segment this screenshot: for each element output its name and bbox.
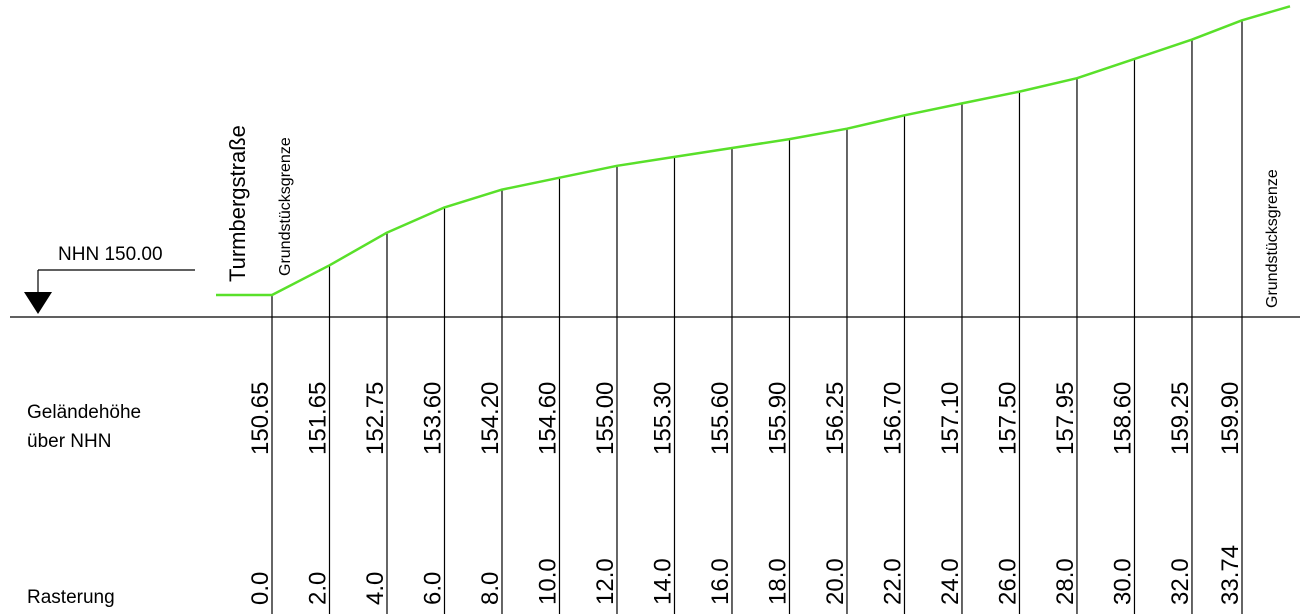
height-label: 158.60 (1109, 382, 1136, 455)
station-label: 12.0 (592, 558, 619, 605)
height-label: 154.20 (477, 382, 504, 455)
station-label: 8.0 (477, 572, 504, 605)
station-label: 0.0 (247, 572, 274, 605)
height-label: 155.30 (649, 382, 676, 455)
station-label: 4.0 (362, 572, 389, 605)
station-label: 16.0 (707, 558, 734, 605)
reference-label: NHN 150.00 (58, 244, 163, 265)
station-label: 10.0 (534, 558, 561, 605)
station-label: 18.0 (764, 558, 791, 605)
station-label: 26.0 (994, 558, 1021, 605)
station-label: 30.0 (1109, 558, 1136, 605)
height-label: 151.65 (304, 382, 331, 455)
street-label: Turmbergstraße (225, 125, 250, 282)
station-label: 24.0 (937, 558, 964, 605)
height-label: 155.00 (592, 382, 619, 455)
station-label: 28.0 (1052, 558, 1079, 605)
grid-row-label: Rasterung (27, 587, 115, 608)
height-label: 155.90 (764, 382, 791, 455)
height-row-label-line1: Geländehöhe (27, 402, 141, 423)
height-label: 159.90 (1217, 382, 1244, 455)
station-label: 22.0 (879, 558, 906, 605)
station-label: 2.0 (304, 572, 331, 605)
height-label: 156.70 (879, 382, 906, 455)
height-row-label-line2: über NHN (27, 431, 111, 452)
boundary-left-label: Grundstücksgrenze (277, 137, 294, 276)
station-label: 20.0 (822, 558, 849, 605)
station-labels: 0.0 2.0 4.0 6.0 8.0 10.0 12.0 14.0 16.0 18.0 20.0 2… (247, 545, 1244, 605)
reference-marker: NHN 150.00 (24, 244, 195, 314)
height-label: 157.95 (1052, 382, 1079, 455)
height-labels: 150.65 151.65 152.75 153.60 154.20 154.60 155.… (247, 382, 1244, 455)
height-label: 153.60 (419, 382, 446, 455)
height-label: 157.50 (994, 382, 1021, 455)
height-label: 157.10 (937, 382, 964, 455)
height-label: 155.60 (707, 382, 734, 455)
station-label: 6.0 (419, 572, 446, 605)
height-label: 156.25 (822, 382, 849, 455)
station-lines (271, 20, 1243, 614)
station-label: 14.0 (649, 558, 676, 605)
terrain-line (216, 5, 1291, 297)
height-label: 152.75 (362, 382, 389, 455)
height-label: 150.65 (247, 382, 274, 455)
station-label: 33.74 (1217, 545, 1244, 605)
reference-triangle-icon (24, 292, 52, 314)
height-label: 154.60 (534, 382, 561, 455)
station-label: 32.0 (1167, 558, 1194, 605)
boundary-right-label: Grundstücksgrenze (1264, 169, 1281, 308)
height-label: 159.25 (1167, 382, 1194, 455)
